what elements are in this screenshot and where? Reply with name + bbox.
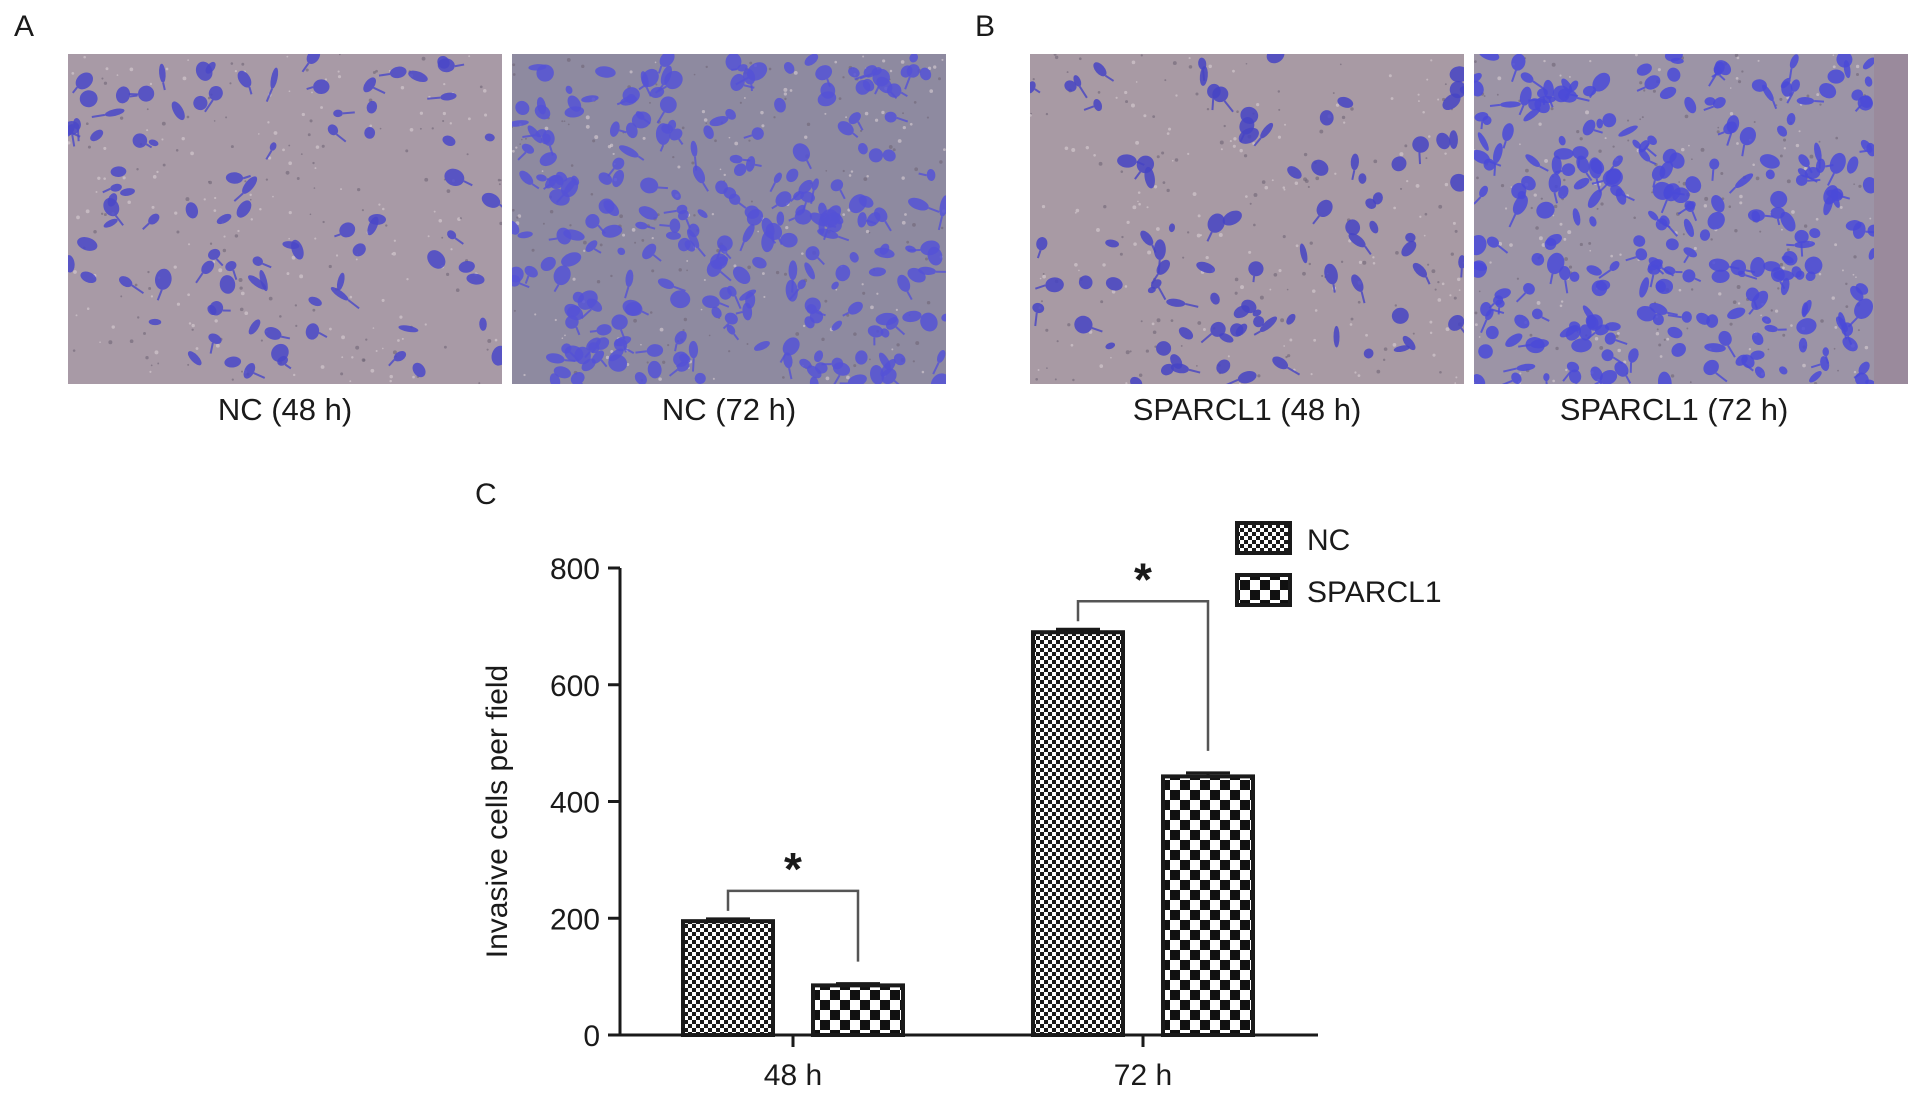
bar	[1031, 630, 1125, 1038]
micrograph-nc-48h	[68, 54, 502, 384]
x-tick-label: 48 h	[764, 1059, 822, 1092]
significance-bracket: *	[726, 843, 860, 962]
caption-sparcl1-48h: SPARCL1 (48 h)	[1132, 392, 1362, 427]
significance-label: *	[784, 843, 802, 895]
micrograph-sparcl1-48h	[1030, 54, 1464, 384]
legend-swatch	[1235, 573, 1292, 607]
y-tick-label: 800	[550, 553, 600, 586]
y-tick-label: 400	[550, 787, 600, 820]
micrograph-nc-72h	[512, 54, 946, 384]
y-tick-label: 0	[583, 1020, 600, 1053]
legend-label: NC	[1307, 524, 1350, 557]
bar	[811, 983, 905, 1037]
y-axis-label: Invasive cells per field	[481, 665, 514, 958]
y-tick-label: 200	[550, 903, 600, 936]
micrograph-sparcl1-72h	[1474, 54, 1908, 384]
micrograph-nc-72h-image	[512, 54, 946, 384]
caption-nc-72h: NC (72 h)	[661, 392, 797, 427]
panel-letter-a: A	[14, 10, 35, 43]
y-tick-label: 600	[550, 670, 600, 703]
bar	[1161, 774, 1255, 1037]
significance-label: *	[1134, 553, 1152, 605]
panel-letter-b: B	[975, 10, 996, 43]
legend-swatch	[1235, 521, 1292, 555]
panel-letter-c: C	[475, 478, 497, 511]
bar	[681, 919, 775, 1038]
micrograph-sparcl1-72h-image	[1474, 54, 1874, 384]
legend-label: SPARCL1	[1307, 576, 1442, 609]
x-tick-label: 72 h	[1114, 1059, 1172, 1092]
micrograph-sparcl1-48h-image	[1030, 54, 1464, 384]
significance-bracket: *	[1076, 553, 1210, 751]
micrograph-nc-48h-image	[68, 54, 502, 384]
caption-nc-48h: NC (48 h)	[217, 392, 353, 427]
caption-sparcl1-72h: SPARCL1 (72 h)	[1559, 392, 1789, 427]
